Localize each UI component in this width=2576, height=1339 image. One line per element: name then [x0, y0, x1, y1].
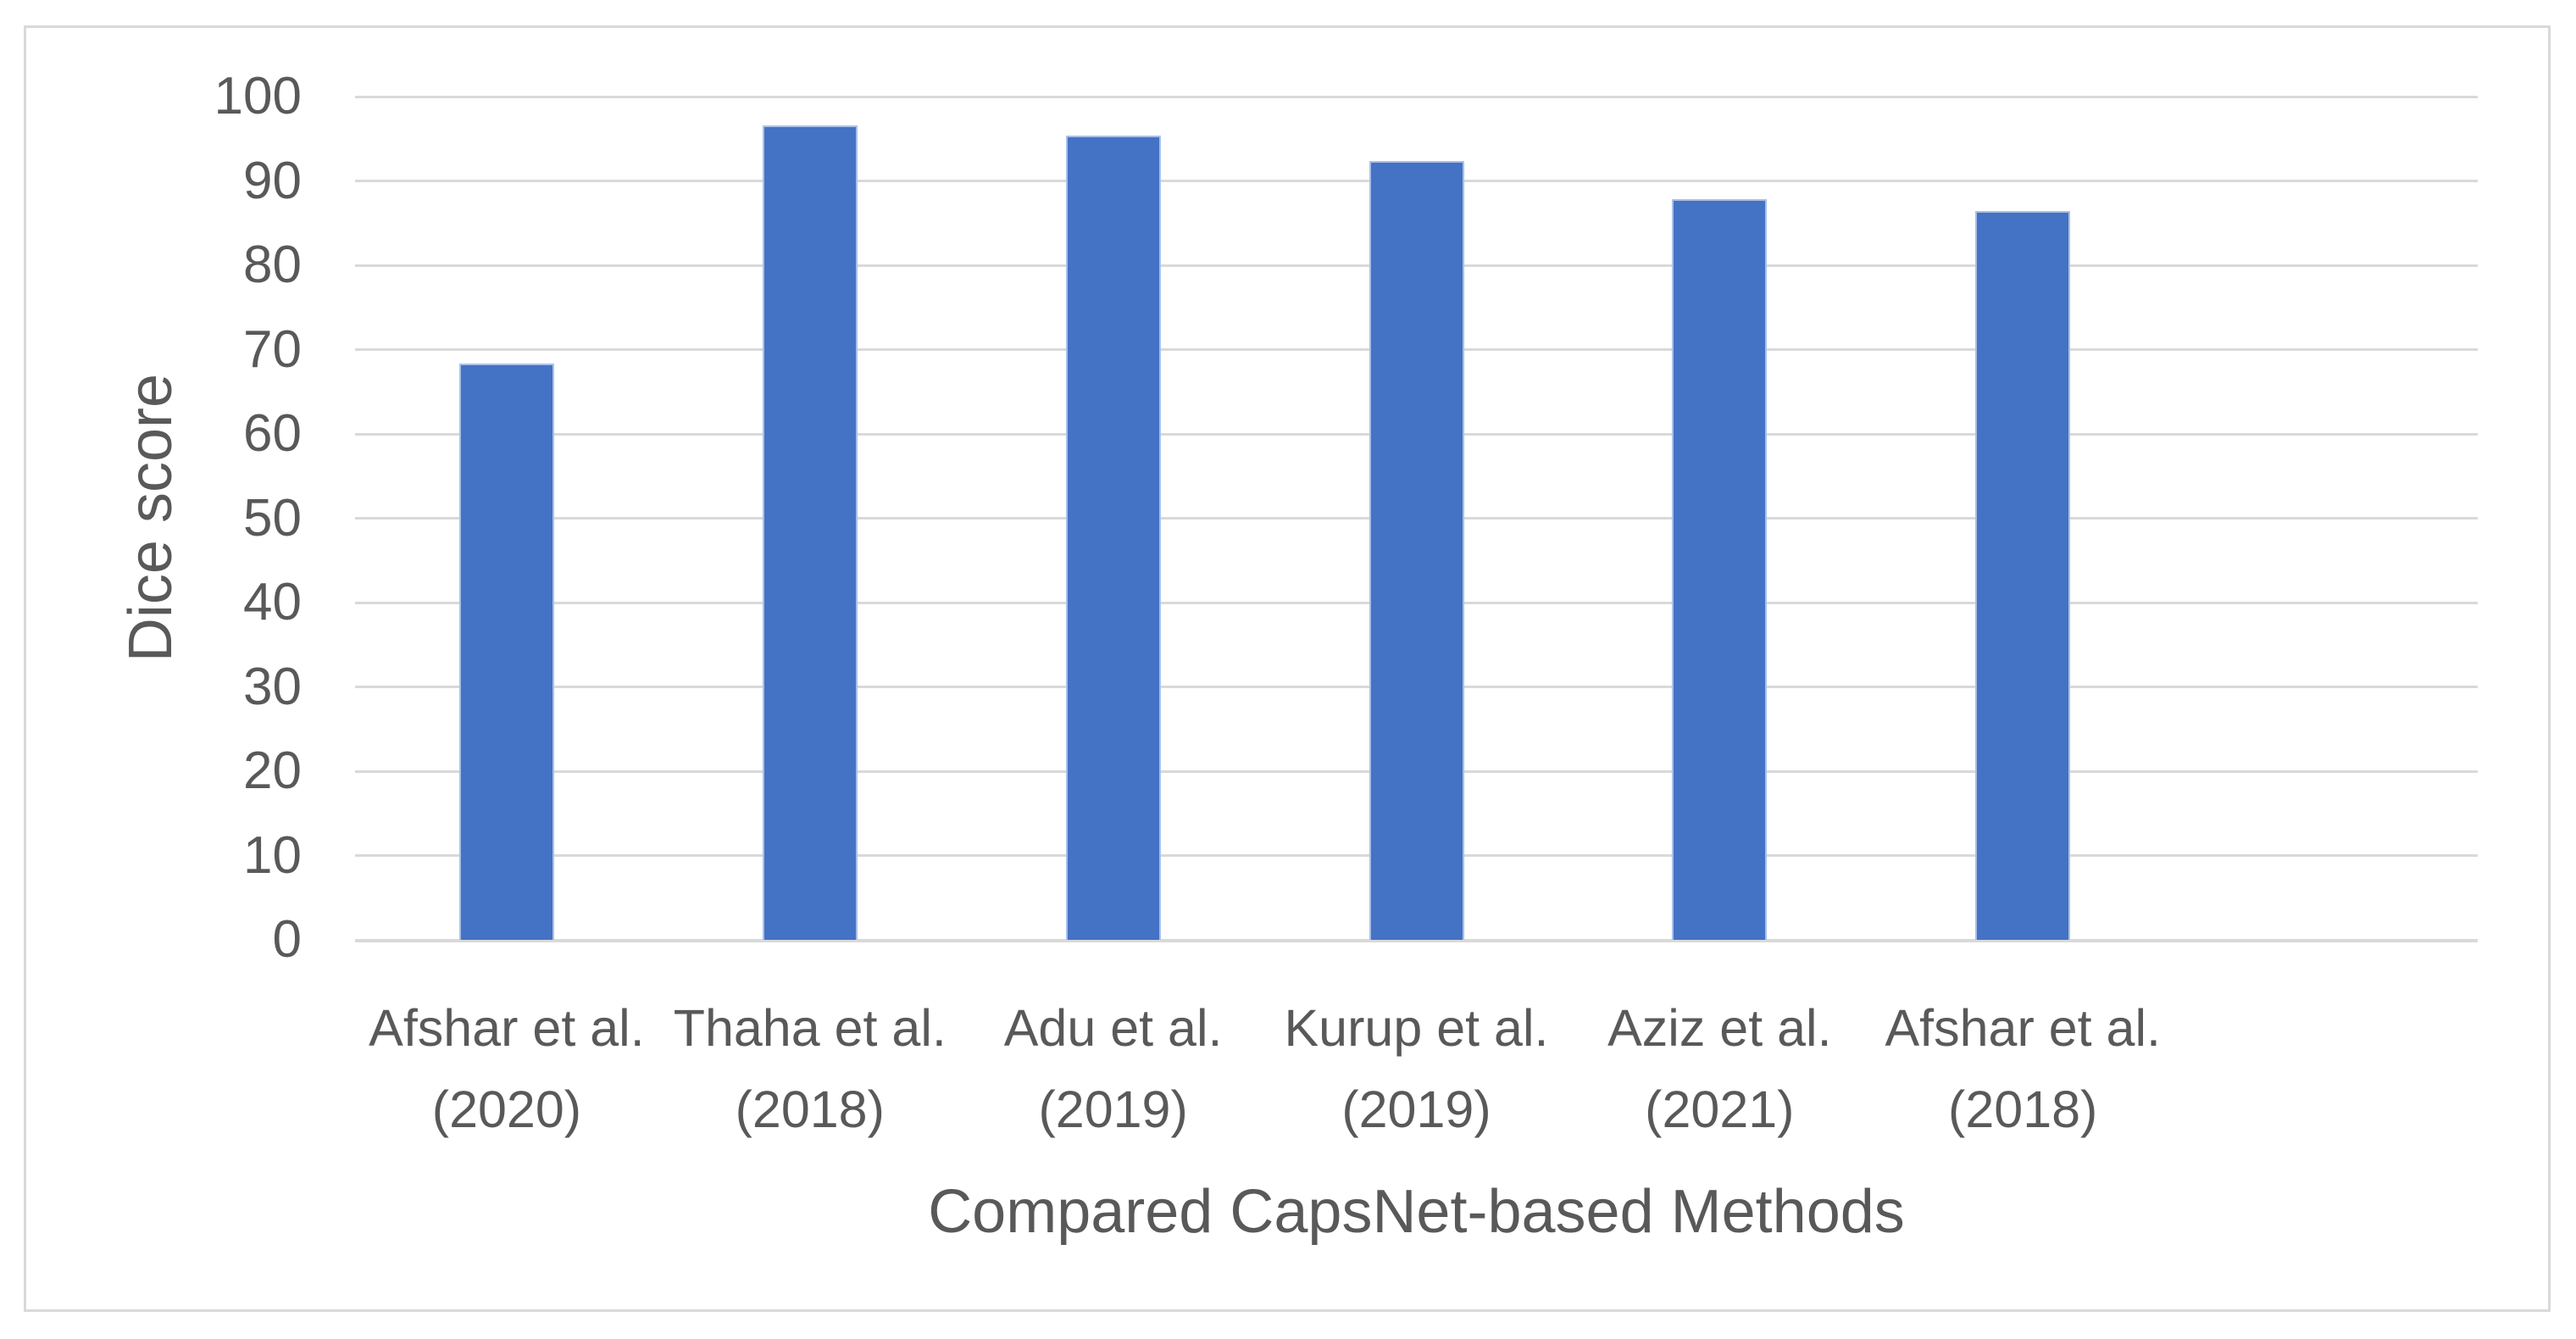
x-axis-line	[355, 938, 2478, 942]
category-label-line: Adu et al.	[1003, 999, 1223, 1057]
category-label-line: Kurup et al.	[1284, 999, 1549, 1057]
y-tick-label: 60	[243, 404, 302, 463]
category-label-line: (2018)	[735, 1081, 885, 1138]
x-axis-category-labels: Afshar et al. (2020) Thaha et al. (2018) Adu…	[355, 987, 2478, 1174]
category-label-line: Afshar et al.	[1885, 999, 2161, 1057]
category-label: Thaha et al. (2018)	[658, 987, 962, 1150]
category-label-line: (2018)	[1948, 1081, 2098, 1138]
y-tick-label: 40	[243, 573, 302, 631]
category-label-line: (2019)	[1038, 1081, 1188, 1138]
gridline	[355, 95, 2478, 98]
category-label-line: Afshar et al.	[369, 999, 645, 1057]
y-tick-label: 30	[243, 657, 302, 716]
y-tick-label: 20	[243, 742, 302, 800]
category-label-line: (2019)	[1341, 1081, 1491, 1138]
y-tick-label: 90	[243, 151, 302, 210]
category-label: Kurup et al. (2019)	[1265, 987, 1568, 1150]
y-axis-tick-labels: 0 10 20 30 40 50 60 70 80 90 100	[51, 67, 302, 969]
y-tick-label: 0	[272, 910, 302, 969]
x-axis-title: Compared CapsNet-based Methods	[928, 1178, 1905, 1246]
bar	[762, 125, 858, 940]
y-tick-label: 50	[243, 488, 302, 547]
category-label: Adu et al. (2019)	[962, 987, 1265, 1150]
y-tick-label: 70	[243, 319, 302, 379]
chart-frame	[24, 25, 2551, 1312]
bar	[1368, 160, 1464, 940]
plot-area	[355, 95, 2478, 942]
y-tick-label: 100	[214, 67, 302, 125]
category-label-line: Thaha et al.	[673, 999, 947, 1057]
category-label: Aziz et al. (2021)	[1568, 987, 1871, 1150]
bar	[1672, 199, 1768, 940]
y-tick-label: 80	[243, 236, 302, 294]
y-tick-label: 10	[243, 825, 302, 885]
category-label: Afshar et al. (2018)	[1871, 987, 2174, 1150]
y-axis-title: Dice score	[117, 373, 185, 663]
category-label-line: (2021)	[1645, 1081, 1795, 1138]
category-label-line: Aziz et al.	[1607, 999, 1832, 1057]
category-label: Afshar et al. (2020)	[355, 987, 658, 1150]
bar	[1065, 135, 1161, 940]
category-label-line: (2020)	[431, 1081, 582, 1138]
bar	[458, 364, 554, 940]
bar	[1975, 211, 2071, 940]
